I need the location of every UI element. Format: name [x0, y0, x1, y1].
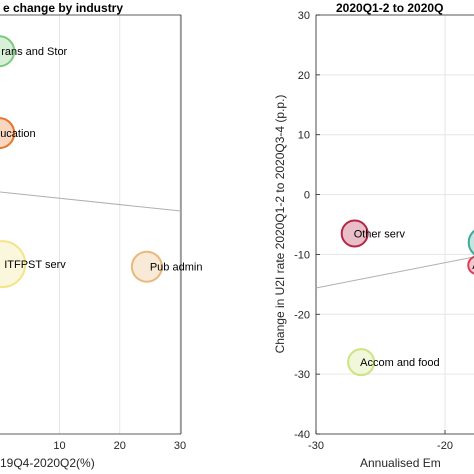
right-y-tick-label: -30 [294, 369, 310, 381]
right-point-label: Accom and food [360, 357, 440, 369]
left-point [0, 240, 27, 289]
right-panel: Other servConstArtsManuAccom and food -3… [273, 1, 474, 470]
left-point-label: ITFPST serv [4, 259, 66, 271]
left-points [0, 35, 163, 289]
right-point [467, 255, 474, 275]
left-x-tick-label: 20 [114, 440, 126, 452]
right-y-tick-label: 10 [298, 130, 310, 142]
left-panel-title: e change by industry [3, 1, 123, 15]
right-point-labels: Other servConstArtsManuAccom and food [354, 228, 474, 369]
right-y-ticks: -40 -30 -20 -10 0 10 20 30 [294, 10, 320, 441]
right-point [340, 219, 369, 248]
left-panel: rans and Stor ucation ITFPST serv Pub admin… [0, 1, 202, 470]
right-point-label: Other serv [354, 228, 406, 240]
right-x-tick-label: -20 [437, 440, 453, 452]
right-gridlines [315, 14, 474, 435]
left-point-labels: rans and Stor ucation ITFPST serv Pub admin [0, 46, 202, 273]
right-x-ticks: -30-20-10 [308, 430, 453, 452]
left-point-label: ucation [0, 128, 35, 140]
right-y-tick-label: -20 [294, 309, 310, 321]
right-y-tick-label: 20 [298, 70, 310, 82]
right-y-tick-label: 0 [304, 190, 310, 202]
right-y-tick-label: 30 [298, 10, 310, 22]
right-point [467, 229, 474, 256]
left-point [130, 250, 163, 283]
left-point [0, 35, 16, 68]
left-trend-line [0, 191, 182, 212]
left-x-tick-label: 30 [174, 440, 186, 452]
left-x-tick-label: 10 [53, 440, 65, 452]
right-point [347, 348, 376, 377]
right-y-tick-label: -40 [294, 429, 310, 441]
left-point-label: rans and Stor [1, 46, 67, 58]
right-x-tick-label: -30 [308, 440, 324, 452]
left-point [0, 117, 16, 150]
right-trend-line [315, 256, 474, 289]
right-panel-title: 2020Q1-2 to 2020Q [336, 1, 443, 15]
left-x-axis-label: 19Q4-2020Q2(%) [0, 456, 95, 470]
left-point-label: Pub admin [150, 262, 203, 274]
right-point-label: Arts [472, 260, 474, 272]
left-x-ticks: 10 20 30 [53, 440, 186, 452]
left-gridlines [58, 15, 181, 434]
right-y-tick-label: -10 [294, 249, 310, 261]
right-x-axis-label: Annualised Em [360, 456, 441, 470]
right-y-axis-label: Change in U2I rate 2020Q1-2 to 2020Q3-4 … [273, 95, 287, 354]
right-points [340, 219, 474, 377]
